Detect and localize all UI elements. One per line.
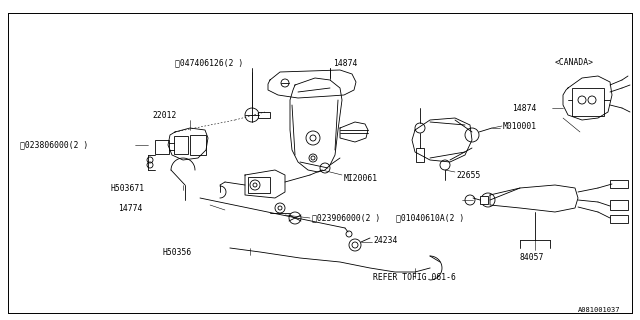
Bar xyxy=(190,135,206,155)
Bar xyxy=(416,148,424,162)
Text: H50356: H50356 xyxy=(162,247,191,257)
Text: Ⓢ047406126(2 ): Ⓢ047406126(2 ) xyxy=(175,59,243,68)
Bar xyxy=(572,88,604,116)
Text: 22012: 22012 xyxy=(152,110,177,119)
Text: 22655: 22655 xyxy=(456,171,481,180)
Text: Ⓑ01040610A(2 ): Ⓑ01040610A(2 ) xyxy=(396,213,464,222)
Text: H503671: H503671 xyxy=(110,183,144,193)
Bar xyxy=(174,136,188,154)
Text: 14774: 14774 xyxy=(118,204,142,212)
Text: M010001: M010001 xyxy=(503,122,537,131)
Text: 14874: 14874 xyxy=(512,103,536,113)
Text: A081001037: A081001037 xyxy=(577,307,620,313)
Text: 24234: 24234 xyxy=(373,236,397,244)
Bar xyxy=(610,200,628,210)
Text: <CANADA>: <CANADA> xyxy=(555,58,594,67)
Bar xyxy=(480,196,488,204)
Text: REFER TOFIG.061-6: REFER TOFIG.061-6 xyxy=(373,274,456,283)
Bar xyxy=(610,215,628,223)
Bar xyxy=(610,180,628,188)
Text: Ⓝ023806000(2 ): Ⓝ023806000(2 ) xyxy=(20,140,88,149)
Bar xyxy=(258,112,270,118)
Text: MI20061: MI20061 xyxy=(344,173,378,182)
Text: 14874: 14874 xyxy=(333,59,357,68)
Bar xyxy=(155,140,169,154)
Text: Ⓝ023906000(2 ): Ⓝ023906000(2 ) xyxy=(312,213,380,222)
Text: 84057: 84057 xyxy=(520,253,545,262)
Bar xyxy=(248,177,270,193)
